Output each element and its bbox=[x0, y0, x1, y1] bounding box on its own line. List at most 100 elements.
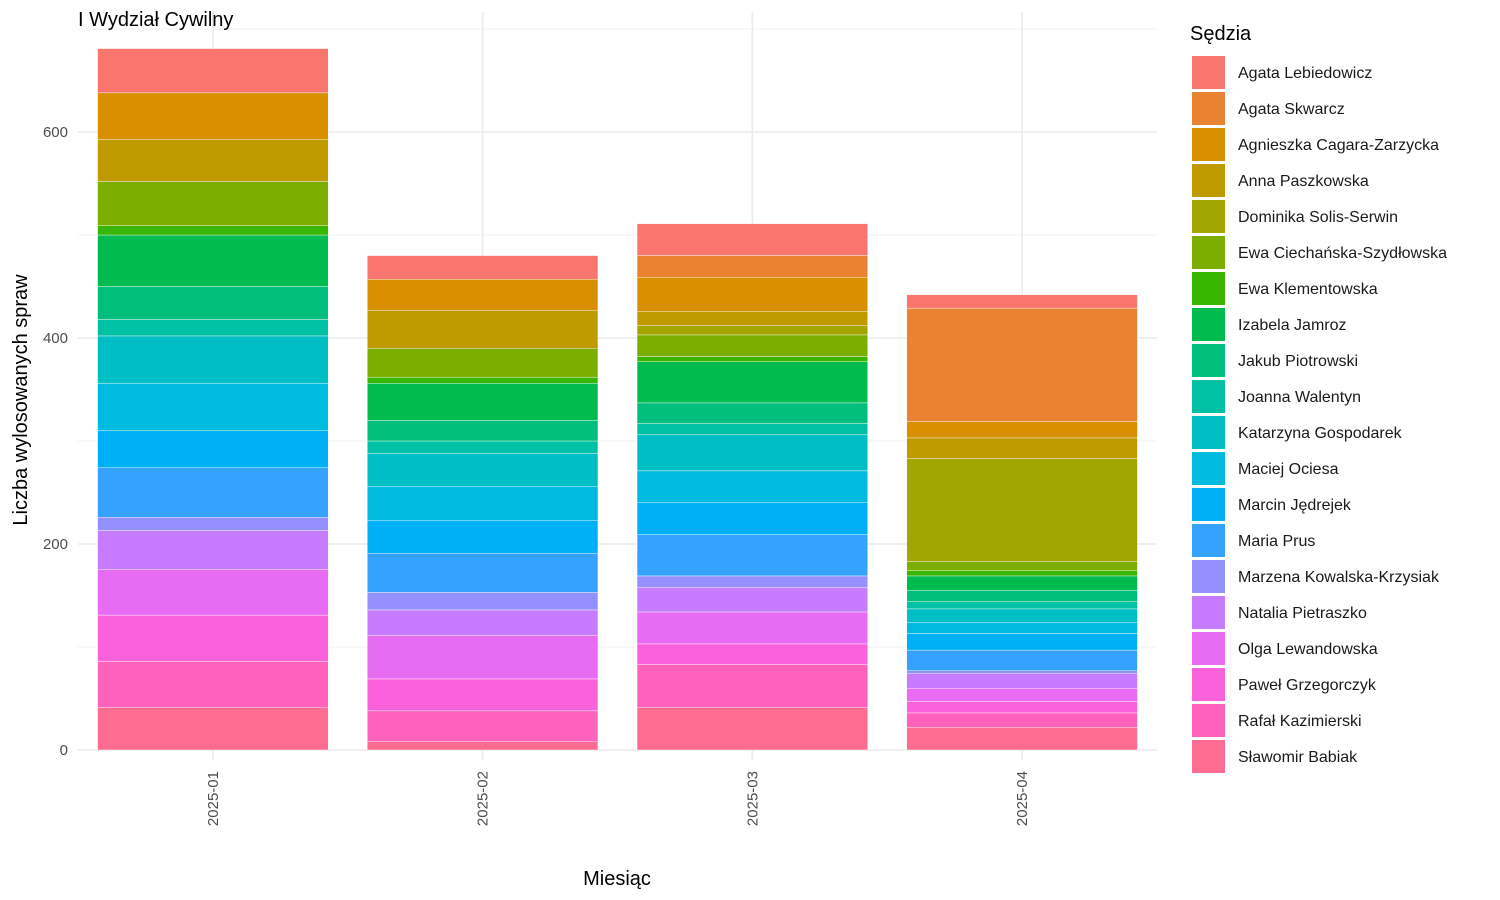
bar-segment-2025-01-maciej-ociesa bbox=[97, 383, 329, 431]
bar-segment-2025-01-natalia-pietraszko bbox=[97, 530, 329, 570]
bar-segment-2025-01-marzena-kowalska-krzysiak bbox=[97, 517, 329, 531]
bar-segment-2025-04-maria-prus bbox=[906, 649, 1138, 671]
legend-label: Ewa Klementowska bbox=[1238, 281, 1378, 298]
bar-segment-2025-03-maciej-ociesa bbox=[636, 470, 868, 503]
bar-stack-2025-04 bbox=[906, 294, 1138, 751]
bar-segment-2025-04-rafal-kazimierski bbox=[906, 712, 1138, 728]
bar-segment-2025-01-olga-lewandowska bbox=[97, 569, 329, 616]
legend-swatch bbox=[1192, 596, 1225, 629]
y-tick-label: 0 bbox=[60, 742, 68, 759]
bar-segment-2025-03-jakub-piotrowski bbox=[636, 402, 868, 424]
legend-swatch bbox=[1192, 128, 1225, 161]
legend-swatch bbox=[1192, 524, 1225, 557]
legend-item-anna-paszkowska: Anna Paszkowska bbox=[1192, 164, 1369, 197]
legend-swatch bbox=[1192, 272, 1225, 305]
legend-label: Agnieszka Cagara-Zarzycka bbox=[1238, 137, 1439, 154]
legend-swatch bbox=[1192, 560, 1225, 593]
bar-segment-2025-02-anna-paszkowska bbox=[367, 309, 599, 349]
legend-item-joanna-walentyn: Joanna Walentyn bbox=[1192, 380, 1361, 413]
legend-item-ewa-ciechanska-szydlowska: Ewa Ciechańska-Szydłowska bbox=[1192, 236, 1447, 269]
bar-segment-2025-04-izabela-jamroz bbox=[906, 575, 1138, 591]
legend-label: Anna Paszkowska bbox=[1238, 173, 1369, 190]
bar-segment-2025-01-maria-prus bbox=[97, 467, 329, 518]
bar-segment-2025-02-ewa-klementowska bbox=[367, 376, 599, 384]
chart-title: I Wydział Cywilny bbox=[78, 9, 233, 31]
bar-segment-2025-03-anna-paszkowska bbox=[636, 311, 868, 326]
legend-item-agata-lebiedowicz: Agata Lebiedowicz bbox=[1192, 56, 1372, 89]
bar-segment-2025-04-katarzyna-gospodarek bbox=[906, 608, 1138, 623]
legend-label: Joanna Walentyn bbox=[1238, 389, 1361, 406]
legend-item-marcin-jedrejek: Marcin Jędrejek bbox=[1192, 488, 1352, 521]
bar-segment-2025-03-agata-lebiedowicz bbox=[636, 223, 868, 256]
bar-segment-2025-02-olga-lewandowska bbox=[367, 635, 599, 680]
bar-segment-2025-04-marcin-jedrejek bbox=[906, 633, 1138, 651]
bar-segment-2025-02-marcin-jedrejek bbox=[367, 520, 599, 554]
y-tick-label: 200 bbox=[43, 536, 68, 553]
legend-swatch bbox=[1192, 416, 1225, 449]
y-axis-ticks: 0 200 400 600 bbox=[43, 124, 68, 759]
bar-segment-2025-02-agnieszka-cagara-zarzycka bbox=[367, 279, 599, 311]
legend-swatch bbox=[1192, 380, 1225, 413]
bar-segment-2025-03-izabela-jamroz bbox=[636, 361, 868, 404]
bar-segment-2025-03-ewa-klementowska bbox=[636, 356, 868, 362]
bar-segment-2025-01-agnieszka-cagara-zarzycka bbox=[97, 92, 329, 140]
bar-segment-2025-04-ewa-ciechanska-szydlowska bbox=[906, 561, 1138, 571]
bar-segment-2025-04-olga-lewandowska bbox=[906, 688, 1138, 702]
bar-segment-2025-04-slawomir-babiak bbox=[906, 727, 1138, 751]
bar-segment-2025-04-anna-paszkowska bbox=[906, 437, 1138, 459]
bar-segment-2025-03-rafal-kazimierski bbox=[636, 664, 868, 708]
bar-segment-2025-02-maria-prus bbox=[367, 553, 599, 593]
bar-segment-2025-02-agata-lebiedowicz bbox=[367, 255, 599, 280]
bar-segment-2025-04-natalia-pietraszko bbox=[906, 673, 1138, 689]
bar-segment-2025-04-pawel-grzegorczyk bbox=[906, 701, 1138, 714]
bar-segment-2025-01-izabela-jamroz bbox=[97, 234, 329, 287]
legend-item-maria-prus: Maria Prus bbox=[1192, 524, 1315, 557]
legend-label: Marzena Kowalska-Krzysiak bbox=[1238, 569, 1440, 586]
bar-segment-2025-01-marcin-jedrejek bbox=[97, 430, 329, 468]
bars bbox=[97, 48, 1138, 751]
legend-label: Paweł Grzegorczyk bbox=[1238, 677, 1377, 694]
legend-label: Maciej Ociesa bbox=[1238, 461, 1339, 478]
bar-segment-2025-04-agnieszka-cagara-zarzycka bbox=[906, 421, 1138, 439]
bar-segment-2025-02-ewa-ciechanska-szydlowska bbox=[367, 348, 599, 378]
legend-label: Agata Lebiedowicz bbox=[1238, 65, 1372, 82]
bar-stack-2025-03 bbox=[636, 223, 868, 751]
x-tick-label: 2025-04 bbox=[1014, 771, 1031, 826]
legend-items: Agata Lebiedowicz Agata Skwarcz Agnieszka … bbox=[1192, 56, 1447, 773]
legend-swatch bbox=[1192, 668, 1225, 701]
bar-segment-2025-04-ewa-klementowska bbox=[906, 570, 1138, 577]
bar-segment-2025-01-rafal-kazimierski bbox=[97, 661, 329, 708]
bar-segment-2025-03-natalia-pietraszko bbox=[636, 587, 868, 613]
bar-segment-2025-02-marzena-kowalska-krzysiak bbox=[367, 592, 599, 611]
legend-label: Agata Skwarcz bbox=[1238, 101, 1345, 118]
bar-segment-2025-01-anna-paszkowska bbox=[97, 139, 329, 182]
bar-segment-2025-03-maria-prus bbox=[636, 534, 868, 577]
legend-item-ewa-klementowska: Ewa Klementowska bbox=[1192, 272, 1378, 305]
legend-swatch bbox=[1192, 704, 1225, 737]
y-axis-title: Liczba wylosowanych spraw bbox=[10, 274, 32, 526]
legend-label: Ewa Ciechańska-Szydłowska bbox=[1238, 245, 1447, 262]
bar-segment-2025-03-dominika-solis-serwin bbox=[636, 325, 868, 336]
legend-item-katarzyna-gospodarek: Katarzyna Gospodarek bbox=[1192, 416, 1403, 449]
bar-segment-2025-03-agnieszka-cagara-zarzycka bbox=[636, 277, 868, 312]
legend-item-slawomir-babiak: Sławomir Babiak bbox=[1192, 740, 1358, 773]
x-axis-title: Miesiąc bbox=[583, 868, 651, 890]
bar-segment-2025-04-joanna-walentyn bbox=[906, 601, 1138, 610]
bar-segment-2025-03-pawel-grzegorczyk bbox=[636, 643, 868, 665]
bar-segment-2025-01-katarzyna-gospodarek bbox=[97, 335, 329, 384]
bar-segment-2025-01-ewa-klementowska bbox=[97, 225, 329, 236]
bar-segment-2025-03-marcin-jedrejek bbox=[636, 502, 868, 535]
legend-item-maciej-ociesa: Maciej Ociesa bbox=[1192, 452, 1339, 485]
legend-item-agnieszka-cagara-zarzycka: Agnieszka Cagara-Zarzycka bbox=[1192, 128, 1439, 161]
bar-segment-2025-03-joanna-walentyn bbox=[636, 423, 868, 436]
legend-item-dominika-solis-serwin: Dominika Solis-Serwin bbox=[1192, 200, 1398, 233]
legend-label: Jakub Piotrowski bbox=[1238, 353, 1358, 370]
y-tick-label: 400 bbox=[43, 330, 68, 347]
legend-label: Dominika Solis-Serwin bbox=[1238, 209, 1398, 226]
legend-title: Sędzia bbox=[1190, 23, 1252, 45]
bar-segment-2025-01-jakub-piotrowski bbox=[97, 286, 329, 320]
x-tick-label: 2025-03 bbox=[744, 771, 761, 826]
legend-item-izabela-jamroz: Izabela Jamroz bbox=[1192, 308, 1347, 341]
bar-segment-2025-02-natalia-pietraszko bbox=[367, 609, 599, 636]
